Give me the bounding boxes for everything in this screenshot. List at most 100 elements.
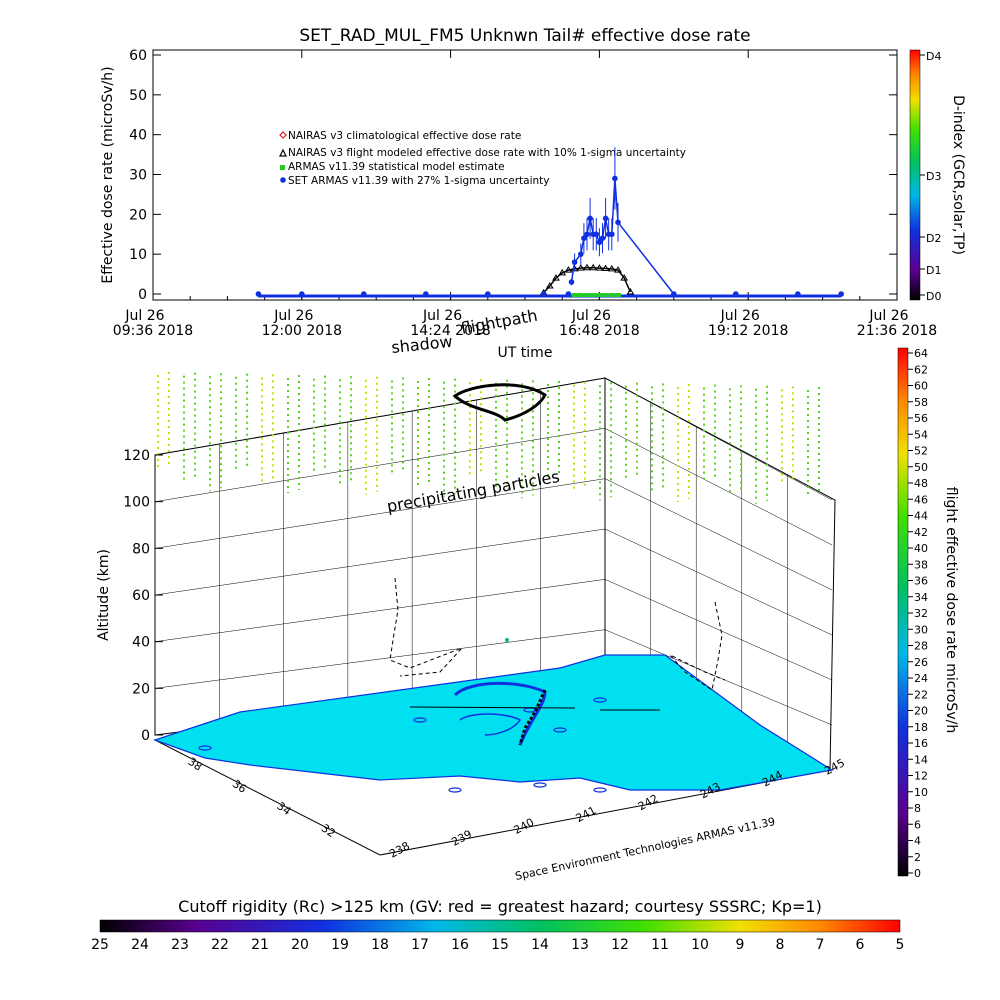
cutoff-rigidity-tick-label: 24 [131,937,149,953]
nairas-point [558,268,567,276]
rigidity-contour [413,717,427,723]
dose-rate-tick-label: 46 [914,493,928,506]
dose-rate-tick-label: 6 [914,818,921,831]
dose-rate-tick-label: 18 [914,721,928,734]
rigidity-contour [198,745,212,751]
altitude-tick-label: 40 [132,635,150,651]
cutoff-rigidity-tick-label: 25 [91,937,109,953]
dose-rate-tick-label: 16 [914,737,928,750]
dose-rate-colorbar [897,347,909,877]
flightpath-left-wall [389,577,463,677]
y-tick-label: 0 [138,287,147,303]
d-index-ticks: D0 D1 D2 D3 D4 [920,50,941,303]
legend-label-3: SET ARMAS v11.39 with 27% 1-sigma uncert… [288,175,550,187]
armas-model-point [615,293,621,297]
legend-marker-square [280,165,285,170]
dose-rate-tick-label: 8 [914,802,921,815]
wall-grid-line [604,478,833,591]
altitude-axis-label: Altitude (km) [96,549,112,641]
longitude-tick-label: 245 [822,756,847,777]
wall-grid-line [604,579,833,681]
dose-rate-tick-label: 26 [914,656,928,669]
nairas-point [552,274,560,281]
top-x-axis-label: UT time [498,345,553,361]
dose-rate-tick-label: 52 [914,445,928,458]
cutoff-rigidity-tick-label: 7 [816,937,825,953]
cutoff-rigidity-tick-label: 11 [651,937,669,953]
x-tick-date: Jul 26 [273,308,313,324]
cutoff-rigidity-ticks: 25 24 23 22 21 20 19 18 17 16 15 14 13 12 11 10 9 8 7 6 5 [91,937,904,953]
dose-rate-tick-label: 40 [914,542,928,555]
top-chart-title: SET_RAD_MUL_FM5 Unknwn Tail# effective d… [299,26,750,46]
dose-rate-tick-label: 28 [914,640,928,653]
wall-grid-line [604,428,833,546]
legend-label-1: NAIRAS v3 flight modeled effective dose … [288,147,686,159]
dose-rate-tick-label: 32 [914,607,928,620]
altitude-tick-label: 60 [132,588,150,604]
d-index-title: D-index (GCR,solar,TP) [950,95,966,255]
longitude-tick-label: 242 [636,792,661,813]
dose-rate-tick-label: 12 [914,770,928,783]
cutoff-rigidity-tick-label: 8 [776,937,785,953]
set-armas-point [733,291,739,297]
armas-model-point [571,293,578,297]
nairas-point [614,266,622,273]
dose-rate-tick-label: 60 [914,380,928,393]
legend-marker-circle [280,177,286,183]
cutoff-rigidity-tick-label: 17 [411,937,429,953]
nairas-point [601,264,610,272]
x-tick-time: 21:36 2018 [857,323,937,339]
flightpath-top [452,383,547,422]
legend-label-0: NAIRAS v3 climatological effective dose … [288,130,521,142]
cutoff-rigidity-tick-label: 22 [211,937,229,953]
cutoff-rigidity-tick-label: 13 [571,937,589,953]
cutoff-rigidity-tick-label: 18 [371,937,389,953]
latitude-tick-label: 38 [186,755,205,774]
cutoff-rigidity-colorbar [99,919,901,933]
top-y-axis-label: Effective dose rate (microSv/h) [100,66,116,283]
wall-grid-line [154,629,606,689]
x-tick-date: Jul 26 [422,308,462,324]
dose-rate-tick-label: 58 [914,396,928,409]
top-y-axis: 0 10 20 30 40 50 60 [129,48,897,303]
nairas-point [545,282,554,289]
flightpath-shadow [459,713,522,736]
dose-rate-tick-label: 42 [914,526,928,539]
credit-text: Space Environment Technologies ARMAS v11… [514,815,776,883]
nairas-point [626,288,635,295]
set-armas-point [540,291,547,297]
flight-track [389,383,726,746]
cutoff-rigidity-tick-label: 10 [691,937,709,953]
altitude-tick-label: 120 [123,448,150,464]
altitude-tick-label: 80 [132,541,150,557]
set-armas-point [299,291,305,297]
latitude-tick-label: 32 [319,822,338,841]
cutoff-rigidity-tick-label: 20 [291,937,309,953]
dose-rate-tick-label: 48 [914,477,928,490]
nairas-point [564,266,573,273]
cutoff-rigidity-tick-label: 14 [531,937,549,953]
rigidity-contour [593,697,607,703]
cutoff-rigidity-tick-label: 19 [331,937,349,953]
y-tick-label: 60 [129,48,147,64]
dose-rate-tick-label: 20 [914,705,928,718]
dose-rate-tick-label: 44 [914,510,928,523]
rigidity-contour [593,787,607,793]
dose-rate-tick-label: 30 [914,623,928,636]
dose-rate-tick-label: 50 [914,461,928,474]
set-armas-line [570,178,675,295]
d-index-tick-label: D0 [926,290,941,303]
set-armas-point [795,291,801,297]
x-tick-time: 14:24 2018 [410,323,490,339]
armas-model-point [596,293,603,297]
altitude-tick-label: 100 [123,495,150,511]
wall-grid-line [154,428,606,502]
altitude-ticks: 0 20 40 60 80 100 120 [123,448,163,744]
rigidity-contour [505,638,509,642]
d-index-colorbar [909,49,921,301]
dose-rate-tick-label: 10 [914,786,928,799]
legend-marker-diamond [279,131,287,139]
cutoff-rigidity-surface [153,638,834,793]
